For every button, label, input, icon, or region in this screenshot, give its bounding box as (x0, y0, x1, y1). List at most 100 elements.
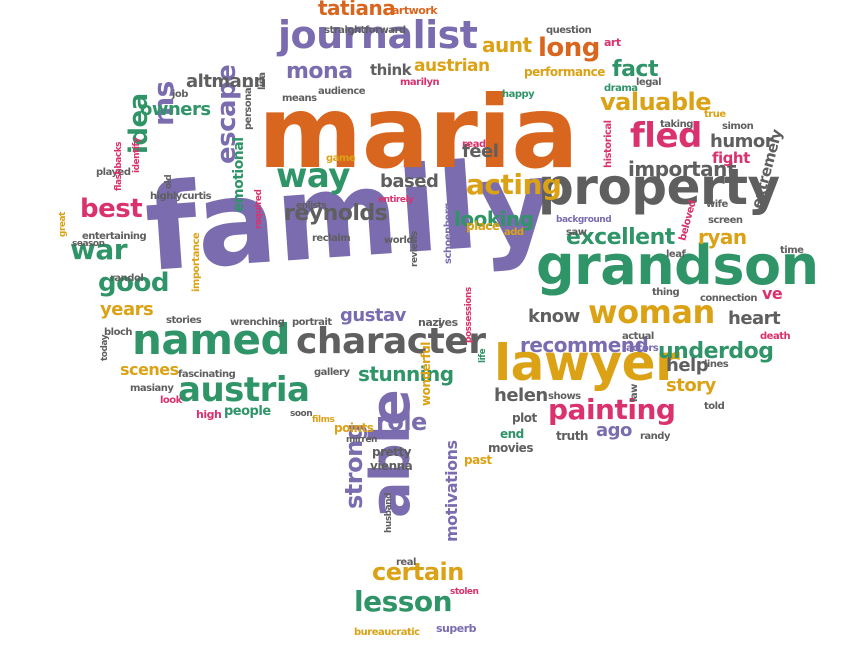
word-owners: owners (140, 98, 211, 120)
word-acting: acting (466, 168, 562, 202)
word-required: required (254, 189, 264, 230)
word-reviews: reviews (410, 231, 420, 268)
word-fascinating: fascinating (178, 368, 236, 380)
word-story: story (666, 374, 716, 396)
word-people: people (224, 403, 271, 419)
word-motivations: motivations (442, 440, 461, 543)
word-marilyn: marilyn (400, 76, 440, 88)
word-austria: austria (178, 370, 310, 411)
word-named: named (132, 315, 291, 365)
word-death: death (760, 330, 791, 342)
word-life: life (478, 349, 488, 364)
word-thing: thing (652, 286, 680, 298)
word-grandson: grandson (536, 234, 819, 298)
word-humor: humor (710, 130, 774, 152)
word-curtis: curtis (182, 190, 212, 202)
word-lisa: lisa (257, 71, 268, 90)
word-time: time (780, 244, 804, 256)
word-based: based (380, 170, 439, 192)
word-artwork: artwork (392, 3, 438, 17)
word-role: role (376, 407, 427, 436)
word-straightforward: straightforward (324, 24, 406, 36)
word-soon: soon (290, 409, 313, 420)
word-simon: simon (722, 120, 754, 132)
word-lines: lines (704, 358, 729, 370)
word-lesson: lesson (354, 585, 453, 619)
word-think: think (370, 61, 412, 80)
word-maria: maria (258, 74, 579, 191)
word-scenes: scenes (120, 360, 179, 380)
word-happy: happy (502, 88, 535, 100)
word-randy: randy (640, 430, 670, 442)
word-leaf: leaf (666, 248, 686, 260)
word-actual: actual (622, 330, 654, 342)
word-flashbacks: flashbacks (114, 142, 124, 192)
word-season: season (72, 239, 105, 250)
word-woman: woman (588, 292, 715, 331)
word-lawyer: lawyer (494, 333, 680, 392)
word-real: real (396, 556, 416, 568)
word-art: art (604, 35, 621, 49)
word-entertaining: entertaining (82, 230, 147, 242)
word-masiany: masiany (130, 382, 174, 394)
word-war: war (70, 233, 128, 267)
word-entirely: entirely (378, 195, 414, 206)
word-best: best (80, 193, 143, 224)
word-help: help (666, 354, 709, 376)
word-way: way (276, 156, 350, 197)
word-valuable: valuable (600, 87, 712, 116)
word-fact: fact (612, 57, 658, 83)
word-aunt: aunt (482, 33, 532, 57)
word-end: end (500, 426, 524, 441)
word-stories: stories (166, 314, 202, 326)
word-legal: legal (636, 76, 662, 88)
word-schoenberg: schoenberg (443, 202, 454, 264)
word-plot: plot (512, 410, 537, 425)
word-helen: helen (494, 384, 548, 406)
word-good: good (98, 267, 169, 298)
word-true: true (704, 108, 726, 120)
word-gallery: gallery (314, 366, 350, 378)
word-stolen: stolen (450, 587, 479, 598)
word-recommend: recommend (520, 333, 649, 357)
word-movies: movies (488, 440, 533, 455)
word-ago: ago (596, 419, 632, 441)
word-told: told (704, 400, 725, 412)
word-possessions: possessions (464, 287, 474, 344)
word-truth: truth (556, 428, 588, 443)
word-films: films (312, 415, 335, 426)
word-vienna: vienna (370, 458, 413, 473)
word-historical: historical (603, 119, 614, 168)
word-reclaim: reclaim (312, 232, 351, 244)
word-old: old (164, 175, 174, 190)
word-shows: shows (548, 390, 581, 402)
word-connection: connection (700, 292, 757, 304)
word-enlists: enlists (296, 201, 327, 212)
word-underdog: underdog (658, 339, 774, 365)
word-painting: painting (548, 393, 676, 427)
word-husband: husband (384, 493, 394, 534)
word-reynolds: reynolds (284, 201, 388, 227)
word-means: means (282, 92, 317, 104)
word-portrait: portrait (292, 316, 332, 328)
word-world: world (384, 234, 414, 246)
word-superb: superb (436, 621, 477, 635)
word-yes: yes (438, 315, 458, 329)
word-performance: performance (524, 64, 605, 79)
word-high: high (196, 407, 222, 421)
word-points: points (334, 420, 374, 435)
word-wrenching: wrenching (230, 316, 285, 328)
word-nazi: nazi (418, 315, 442, 329)
word-tatiana: tatiana (318, 0, 396, 20)
word-character: character (296, 321, 486, 363)
word-personal: personal (243, 84, 254, 130)
word-pretty: pretty (372, 444, 411, 459)
word-question: question (546, 24, 592, 36)
word-altmann: altmann (186, 70, 266, 92)
word-drama: drama (604, 82, 638, 94)
word-place: place (466, 218, 500, 233)
word-taking: taking (660, 118, 693, 130)
word-mirren: mirren (346, 435, 377, 446)
word-actors: actors (626, 342, 659, 354)
word-saw: saw (566, 226, 587, 238)
